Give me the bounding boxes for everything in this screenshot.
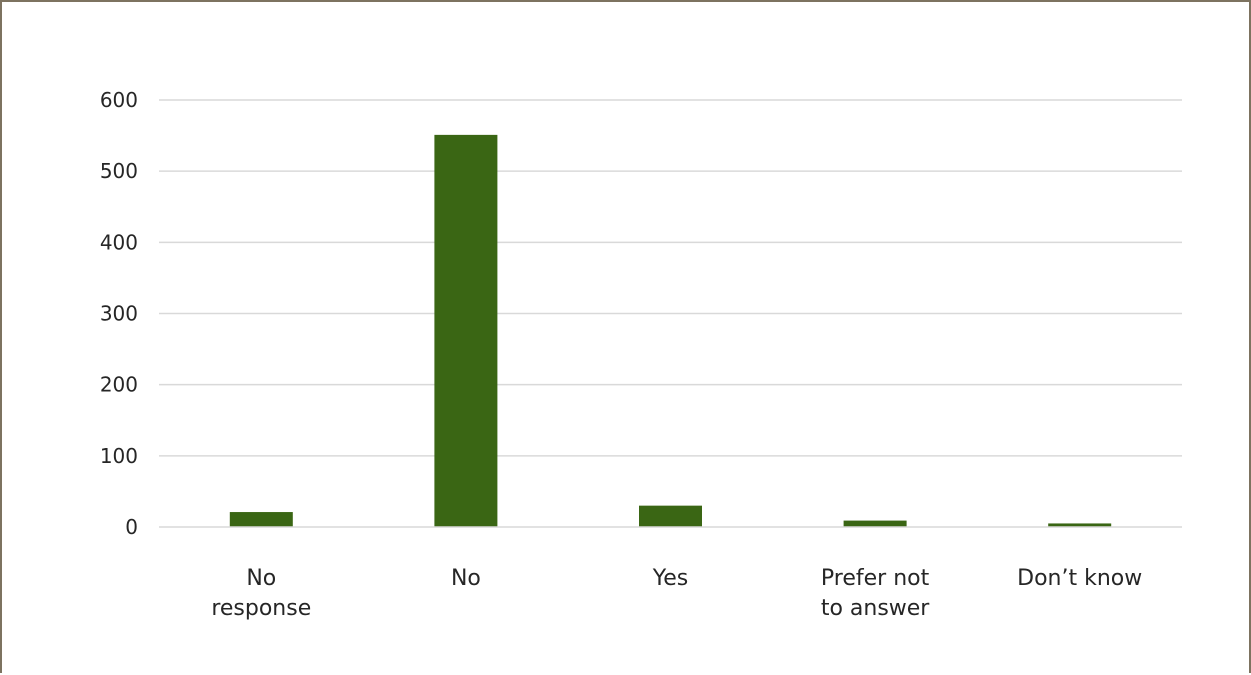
- bar: [639, 505, 702, 527]
- x-category-label-line: Prefer not: [821, 566, 930, 591]
- bar: [229, 512, 293, 527]
- y-tick-label: 0: [125, 515, 138, 539]
- gridlines: [159, 99, 1182, 457]
- y-tick-label: 600: [100, 88, 138, 112]
- y-tick-label: 500: [100, 159, 138, 183]
- y-axis-ticks: 0 100 200 300 400 500 600: [100, 88, 138, 539]
- x-category-label: No response: [211, 566, 311, 621]
- x-category-label-line: No: [451, 566, 481, 591]
- bar: [434, 134, 498, 527]
- x-category-label-line: response: [211, 596, 311, 621]
- x-category-label: Don’t know: [1017, 566, 1142, 591]
- bar: [1048, 523, 1112, 527]
- x-axis-labels: No response No Yes Prefer not to answer Don’t …: [211, 566, 1142, 621]
- y-tick-label: 400: [100, 230, 138, 254]
- x-category-label: Prefer not to answer: [821, 566, 930, 621]
- x-category-label-line: Yes: [652, 566, 689, 591]
- bar: [843, 520, 907, 527]
- y-tick-label: 100: [100, 444, 138, 468]
- bars: [229, 134, 1112, 527]
- x-category-label: Yes: [652, 566, 689, 591]
- x-category-label-line: No: [246, 566, 276, 591]
- x-category-label-line: to answer: [821, 596, 930, 621]
- y-tick-label: 200: [100, 373, 138, 397]
- x-category-label-line: Don’t know: [1017, 566, 1142, 591]
- x-category-label: No: [451, 566, 481, 591]
- y-tick-label: 300: [100, 302, 138, 326]
